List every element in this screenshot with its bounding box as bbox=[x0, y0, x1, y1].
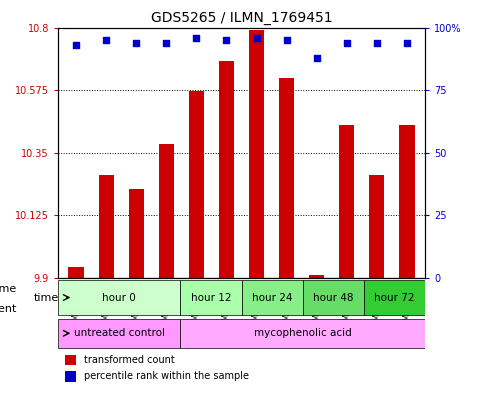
Bar bbox=[58, 280, 180, 315]
Bar bbox=[242, 280, 303, 315]
Bar bbox=[151, 278, 181, 393]
Bar bbox=[181, 278, 212, 393]
Bar bbox=[392, 278, 422, 393]
Bar bbox=[159, 144, 174, 278]
Bar bbox=[65, 371, 76, 382]
Bar bbox=[69, 267, 84, 278]
Bar bbox=[249, 30, 264, 278]
Text: percentile rank within the sample: percentile rank within the sample bbox=[84, 371, 249, 381]
Text: time: time bbox=[33, 292, 58, 303]
Text: hour 12: hour 12 bbox=[191, 292, 231, 303]
Point bbox=[102, 37, 110, 43]
Bar bbox=[362, 278, 392, 393]
Bar bbox=[65, 355, 76, 365]
Bar bbox=[339, 125, 355, 278]
Bar bbox=[61, 278, 91, 393]
Bar bbox=[279, 77, 294, 278]
Bar bbox=[364, 280, 425, 315]
Bar bbox=[219, 61, 234, 278]
Bar bbox=[58, 319, 180, 348]
Point bbox=[72, 42, 80, 48]
Point bbox=[283, 37, 290, 43]
Text: mycophenolic acid: mycophenolic acid bbox=[254, 328, 352, 338]
Bar bbox=[332, 278, 362, 393]
Title: GDS5265 / ILMN_1769451: GDS5265 / ILMN_1769451 bbox=[151, 11, 332, 25]
Bar bbox=[91, 278, 121, 393]
Bar bbox=[212, 278, 242, 393]
Point bbox=[343, 39, 351, 46]
Bar bbox=[271, 278, 302, 393]
Bar bbox=[302, 278, 332, 393]
Point bbox=[132, 39, 140, 46]
Bar bbox=[128, 189, 144, 278]
Text: hour 0: hour 0 bbox=[102, 292, 136, 303]
Text: untreated control: untreated control bbox=[73, 328, 165, 338]
Point bbox=[373, 39, 381, 46]
Point bbox=[403, 39, 411, 46]
Point bbox=[162, 39, 170, 46]
Text: time: time bbox=[0, 284, 17, 294]
Text: hour 48: hour 48 bbox=[313, 292, 354, 303]
Bar bbox=[180, 280, 242, 315]
Text: transformed count: transformed count bbox=[84, 355, 174, 365]
Point bbox=[313, 54, 321, 61]
Bar bbox=[309, 275, 324, 278]
Text: hour 24: hour 24 bbox=[252, 292, 292, 303]
Bar bbox=[369, 175, 384, 278]
Bar bbox=[399, 125, 414, 278]
Bar bbox=[99, 175, 114, 278]
Point bbox=[193, 34, 200, 40]
Bar bbox=[303, 280, 364, 315]
Bar bbox=[121, 278, 151, 393]
Text: hour 72: hour 72 bbox=[374, 292, 415, 303]
Point bbox=[223, 37, 230, 43]
Point bbox=[253, 34, 260, 40]
Bar bbox=[189, 92, 204, 278]
Bar bbox=[180, 319, 425, 348]
Bar bbox=[242, 278, 271, 393]
Text: agent: agent bbox=[0, 303, 17, 314]
